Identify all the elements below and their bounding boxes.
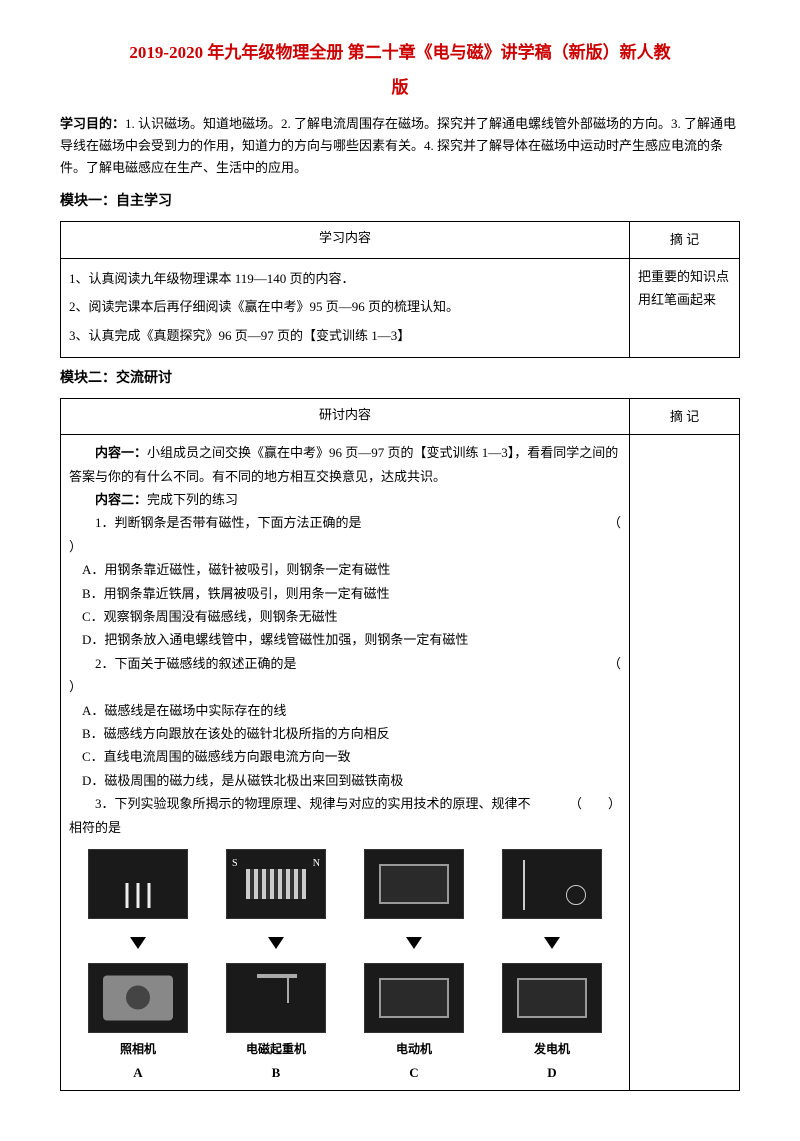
arrow-down-icon bbox=[268, 937, 284, 949]
q1-option-a: A．用钢条靠近磁性，磁针被吸引，则钢条一定有磁性 bbox=[69, 558, 621, 581]
list-item: 3、认真完成《真题探究》96 页—97 页的【变式训练 1—3】 bbox=[69, 322, 621, 351]
diagram-generator bbox=[502, 963, 602, 1033]
image-col-d-bottom: 发电机 D bbox=[489, 963, 616, 1084]
table1-note: 把重要的知识点用红笔画起来 bbox=[630, 258, 740, 357]
arrow-down-icon bbox=[406, 937, 422, 949]
image-col-c-bottom: 电动机 C bbox=[351, 963, 478, 1084]
diagram-solenoid: S N bbox=[226, 849, 326, 919]
list-item: 1、认真阅读九年级物理课本 119—140 页的内容． bbox=[69, 265, 621, 294]
list-item: 2、阅读完课本后再仔细阅读《赢在中考》95 页—96 页的梳理认知。 bbox=[69, 293, 621, 322]
main-title-line2: 版 bbox=[60, 74, 740, 101]
diagram-optics bbox=[88, 849, 188, 919]
module1-title: 模块一：自主学习 bbox=[60, 191, 740, 213]
intro1: 内容一：小组成员之间交换《赢在中考》96 页—97 页的【变式训练 1—3】，看… bbox=[69, 441, 621, 488]
image-col-c-top bbox=[351, 849, 478, 923]
table1-header-note: 摘 记 bbox=[630, 222, 740, 258]
table-module1: 学习内容 摘 记 1、认真阅读九年级物理课本 119—140 页的内容． 2、阅… bbox=[60, 221, 740, 357]
diagram-motor bbox=[364, 963, 464, 1033]
table1-content: 1、认真阅读九年级物理课本 119—140 页的内容． 2、阅读完课本后再仔细阅… bbox=[61, 258, 630, 357]
objectives-label: 学习目的： bbox=[60, 116, 125, 131]
table2-header-content: 研讨内容 bbox=[61, 398, 630, 434]
images-row-top: S N bbox=[69, 849, 621, 923]
diagram-camera bbox=[88, 963, 188, 1033]
table1-header-content: 学习内容 bbox=[61, 222, 630, 258]
q2-option-c: C．直线电流周围的磁感线方向跟电流方向一致 bbox=[69, 745, 621, 768]
table-row: 学习内容 摘 记 bbox=[61, 222, 740, 258]
table2-content: 内容一：小组成员之间交换《赢在中考》96 页—97 页的【变式训练 1—3】，看… bbox=[61, 435, 630, 1091]
img-label-c: 电动机 bbox=[396, 1039, 432, 1061]
question3: 3．下列实验现象所揭示的物理原理、规律与对应的实用技术的原理、规律不相符的是 （… bbox=[69, 792, 621, 839]
image-col-b-bottom: 电磁起重机 B bbox=[213, 963, 340, 1084]
intro2-text: 完成下列的练习 bbox=[147, 492, 238, 507]
question1: 1．判断钢条是否带有磁性，下面方法正确的是 （ bbox=[69, 511, 621, 534]
table-row: 1、认真阅读九年级物理课本 119—140 页的内容． 2、阅读完课本后再仔细阅… bbox=[61, 258, 740, 357]
paren-open: （ bbox=[582, 511, 621, 534]
arrows-row bbox=[69, 933, 621, 953]
paren-close: ） bbox=[69, 675, 621, 698]
q1-option-c: C．观察钢条周围没有磁感线，则钢条无磁性 bbox=[69, 605, 621, 628]
paren-close: ） bbox=[69, 535, 621, 558]
table-row: 内容一：小组成员之间交换《赢在中考》96 页—97 页的【变式训练 1—3】，看… bbox=[61, 435, 740, 1091]
q3-text: 3．下列实验现象所揭示的物理原理、规律与对应的实用技术的原理、规律不相符的是 bbox=[69, 792, 543, 839]
table2-note bbox=[630, 435, 740, 1091]
arrow-down-icon bbox=[544, 937, 560, 949]
diagram-force-on-wire bbox=[364, 849, 464, 919]
q2-option-d: D．磁极周围的磁力线，是从磁铁北极出来回到磁铁南极 bbox=[69, 769, 621, 792]
image-col-d-top bbox=[489, 849, 616, 923]
question2: 2．下面关于磁感线的叙述正确的是 （ bbox=[69, 652, 621, 675]
intro1-text: 小组成员之间交换《赢在中考》96 页—97 页的【变式训练 1—3】，看看同学之… bbox=[69, 445, 618, 483]
img-label-a: 照相机 bbox=[120, 1039, 156, 1061]
table-module2: 研讨内容 摘 记 内容一：小组成员之间交换《赢在中考》96 页—97 页的【变式… bbox=[60, 398, 740, 1091]
q2-text: 2．下面关于磁感线的叙述正确的是 bbox=[69, 652, 297, 675]
diagram-induction bbox=[502, 849, 602, 919]
img-letter-b: B bbox=[272, 1061, 281, 1084]
table-row: 研讨内容 摘 记 bbox=[61, 398, 740, 434]
table2-header-note: 摘 记 bbox=[630, 398, 740, 434]
arrow-down-icon bbox=[130, 937, 146, 949]
paren-open: （ bbox=[582, 652, 621, 675]
images-row-bottom: 照相机 A 电磁起重机 B bbox=[69, 963, 621, 1084]
img-letter-a: A bbox=[133, 1061, 142, 1084]
intro2: 内容二：完成下列的练习 bbox=[69, 488, 621, 511]
image-col-a-top bbox=[75, 849, 202, 923]
q2-option-a: A．磁感线是在磁场中实际存在的线 bbox=[69, 699, 621, 722]
q1-option-b: B．用钢条靠近铁屑，铁屑被吸引，则用条一定有磁性 bbox=[69, 582, 621, 605]
image-col-a-bottom: 照相机 A bbox=[75, 963, 202, 1084]
intro2-label: 内容二： bbox=[95, 492, 147, 507]
img-letter-d: D bbox=[547, 1061, 556, 1084]
image-col-b-top: S N bbox=[213, 849, 340, 923]
main-title: 2019-2020 年九年级物理全册 第二十章《电与磁》讲学稿（新版）新人教 bbox=[60, 40, 740, 66]
q1-text: 1．判断钢条是否带有磁性，下面方法正确的是 bbox=[69, 511, 362, 534]
q1-option-d: D．把钢条放入通电螺线管中，螺线管磁性加强，则钢条一定有磁性 bbox=[69, 628, 621, 651]
q2-option-b: B．磁感线方向跟放在该处的磁针北极所指的方向相反 bbox=[69, 722, 621, 745]
img-letter-c: C bbox=[409, 1061, 418, 1084]
img-label-b: 电磁起重机 bbox=[246, 1039, 306, 1061]
diagram-crane bbox=[226, 963, 326, 1033]
img-label-d: 发电机 bbox=[534, 1039, 570, 1061]
learning-objectives: 学习目的：1. 认识磁场。知道地磁场。2. 了解电流周围存在磁场。探究并了解通电… bbox=[60, 113, 740, 179]
objectives-text: 1. 认识磁场。知道地磁场。2. 了解电流周围存在磁场。探究并了解通电螺线管外部… bbox=[60, 116, 736, 175]
module2-title: 模块二：交流研讨 bbox=[60, 368, 740, 390]
paren: （ ） bbox=[543, 792, 621, 839]
intro1-label: 内容一： bbox=[95, 445, 147, 460]
